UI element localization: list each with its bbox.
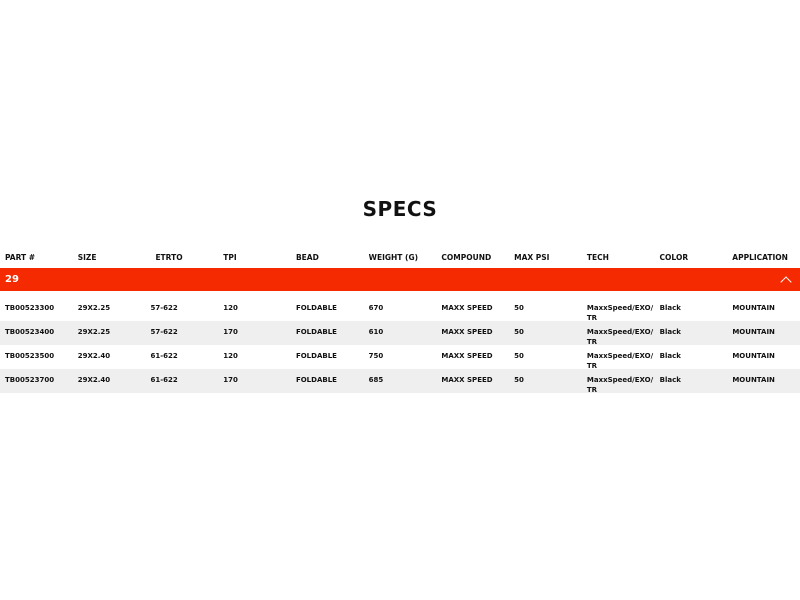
- table-cell: FOLDABLE: [295, 376, 337, 384]
- table-header: PART # SIZE ETRTO TPI BEAD WEIGHT (G) COMPOUND…: [0, 248, 800, 268]
- table-cell: FOLDABLE: [295, 352, 337, 360]
- table-cell: 61-622: [150, 376, 178, 384]
- column-header: WEIGHT (G): [368, 253, 419, 262]
- table-cell: 29X2.40: [77, 376, 111, 384]
- table-cell: 120: [223, 304, 238, 312]
- table-cell: MaxxSpeed/EXO/ TR: [586, 328, 654, 346]
- column-header: APPLICATION: [732, 253, 788, 262]
- table-cell: 170: [223, 376, 238, 384]
- table-cell: MOUNTAIN: [732, 328, 775, 336]
- table-cell: Black: [659, 304, 681, 312]
- table-cell: 50: [514, 328, 524, 336]
- table-cell: Black: [659, 328, 681, 336]
- table-cell: Black: [659, 376, 681, 384]
- table-cell: 50: [514, 304, 524, 312]
- table-cell: TB00523700: [5, 376, 55, 384]
- table-body: TB00523300 29X2.25 57-622 120 FOLDABLE 670 MAX…: [0, 297, 800, 394]
- table-cell: TB00523300: [5, 304, 55, 312]
- table-cell: MOUNTAIN: [732, 304, 775, 312]
- group-label: 29: [5, 274, 19, 285]
- column-header: ETRTO: [155, 253, 183, 262]
- group-29-toggle[interactable]: 29: [0, 268, 800, 291]
- table-cell: 50: [514, 352, 524, 360]
- specs-table: PART # SIZE ETRTO TPI BEAD WEIGHT (G) COMPOUND…: [0, 248, 800, 394]
- table-cell: 120: [223, 352, 238, 360]
- column-header: COLOR: [659, 253, 689, 262]
- table-cell: 750: [368, 352, 384, 360]
- table-cell: MOUNTAIN: [732, 376, 775, 384]
- table-cell: TB00523400: [5, 328, 55, 336]
- table-cell: MaxxSpeed/EXO/ TR: [586, 376, 654, 394]
- column-header: PART #: [5, 253, 36, 262]
- table-row: TB00523400 29X2.25 57-622 170 FOLDABLE 610 MAX…: [0, 321, 800, 346]
- table-row: TB00523500 29X2.40 61-622 120 FOLDABLE 750 MAX…: [0, 345, 800, 370]
- column-header: BEAD: [295, 253, 319, 262]
- table-cell: 170: [223, 328, 238, 336]
- table-cell: 29X2.40: [77, 352, 111, 360]
- table-cell: 685: [368, 376, 384, 384]
- column-header: SIZE: [77, 253, 97, 262]
- column-header: TPI: [223, 253, 237, 262]
- chevron-up-icon[interactable]: [780, 275, 792, 288]
- table-row: TB00523700 29X2.40 61-622 170 FOLDABLE 685 MAX…: [0, 369, 800, 394]
- table-cell: 610: [368, 328, 384, 336]
- table-cell: 57-622: [150, 328, 178, 336]
- table-cell: MAXX SPEED: [441, 304, 493, 312]
- table-cell: 50: [514, 376, 524, 384]
- column-header: COMPOUND: [441, 253, 492, 262]
- table-cell: 61-622: [150, 352, 178, 360]
- table-cell: 29X2.25: [77, 328, 111, 336]
- table-cell: FOLDABLE: [295, 304, 337, 312]
- column-header: MAX PSI: [514, 253, 550, 262]
- table-cell: MAXX SPEED: [441, 328, 493, 336]
- table-cell: 670: [368, 304, 384, 312]
- column-header: TECH: [586, 253, 609, 262]
- table-cell: TB00523500: [5, 352, 55, 360]
- table-cell: MAXX SPEED: [441, 352, 493, 360]
- table-cell: MaxxSpeed/EXO/ TR: [586, 304, 654, 322]
- table-cell: 57-622: [150, 304, 178, 312]
- page-title: SPECS: [362, 197, 438, 221]
- table-cell: MaxxSpeed/EXO/ TR: [586, 352, 654, 370]
- table-cell: Black: [659, 352, 681, 360]
- table-row: TB00523300 29X2.25 57-622 120 FOLDABLE 670 MAX…: [0, 297, 800, 322]
- table-cell: MOUNTAIN: [732, 352, 775, 360]
- table-cell: MAXX SPEED: [441, 376, 493, 384]
- table-cell: FOLDABLE: [295, 328, 337, 336]
- table-cell: 29X2.25: [77, 304, 111, 312]
